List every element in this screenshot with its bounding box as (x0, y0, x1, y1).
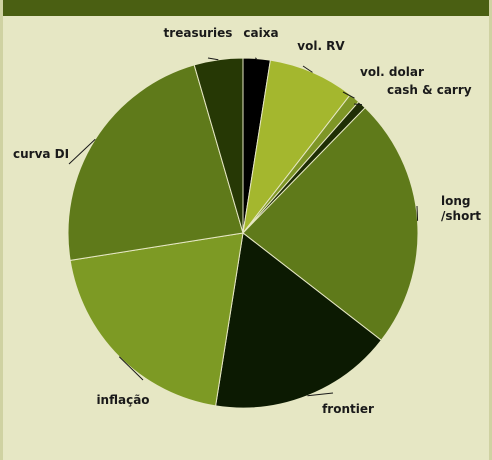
pie-slice-infla-o (69, 232, 244, 407)
leader-line (342, 91, 355, 99)
slice-labels: caixa vol. RV vol. dolar cash & carry long/s… (13, 26, 481, 416)
leader-line (302, 65, 313, 73)
slice-label: cash & carry (387, 83, 472, 97)
slice-label: vol. dolar (360, 65, 424, 79)
slice-label: curva DI (13, 147, 69, 161)
leader-line (307, 392, 334, 397)
leader-lines (68, 57, 419, 397)
pie-slice-treasuries (193, 57, 244, 234)
slice-label: caixa (243, 26, 278, 40)
header-bar (3, 0, 489, 16)
slice-label: treasuries (164, 26, 233, 40)
pie-slices (67, 57, 419, 409)
leader-line (118, 356, 144, 381)
leader-line (353, 103, 363, 106)
pie-slice-long-short (242, 107, 419, 341)
leader-line (416, 205, 419, 221)
slice-label: inflação (96, 393, 149, 407)
pie-slice-frontier (215, 232, 382, 409)
leader-line (207, 57, 219, 61)
leader-line (254, 57, 257, 60)
pie-slice-curva-di (67, 64, 244, 261)
leader-line (68, 138, 96, 165)
slice-label: frontier (322, 402, 374, 416)
slice-label: long/short (441, 194, 481, 223)
slice-label: vol. RV (297, 39, 345, 53)
pie-chart: caixa vol. RV vol. dolar cash & carry long/s… (13, 26, 481, 416)
